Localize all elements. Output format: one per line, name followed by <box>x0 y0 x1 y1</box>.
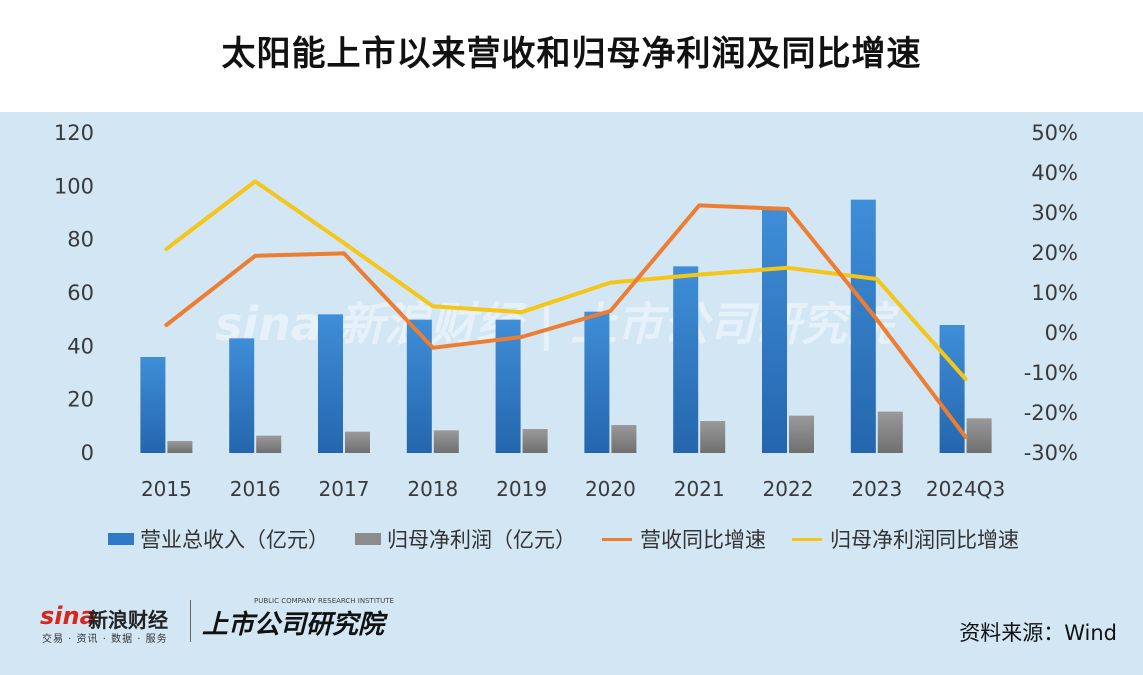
y-left-tick-label: 40 <box>67 334 94 358</box>
legend-item-profit: 归母净利润（亿元） <box>355 524 576 554</box>
profit-growth-line <box>164 179 968 381</box>
x-tick-label: 2023 <box>851 477 902 501</box>
legend-label-profit-growth: 归母净利润同比增速 <box>830 528 1019 552</box>
profit-bar <box>522 429 548 453</box>
x-tick-label: 2016 <box>230 477 281 501</box>
profit-bar <box>611 425 637 453</box>
legend-label-profit: 归母净利润（亿元） <box>387 528 576 552</box>
y-right-tick-label: 0% <box>1045 321 1078 345</box>
y-right-tick-label: -20% <box>1024 401 1078 425</box>
y-right-tick-label: -10% <box>1024 361 1078 385</box>
y-right-tick-label: 30% <box>1031 201 1078 225</box>
revenue-bar <box>318 314 343 453</box>
profit-bar <box>966 418 992 453</box>
profit-bar <box>877 411 903 453</box>
y-right-tick-label: 10% <box>1031 281 1078 305</box>
profit-bar <box>700 421 726 453</box>
x-tick-label: 2021 <box>674 477 725 501</box>
legend-line-profit-growth <box>792 537 822 541</box>
x-tick-label: 2018 <box>407 477 458 501</box>
profit-bar <box>789 415 814 453</box>
revenue-bar <box>495 319 521 453</box>
publisher-logo: sina 新浪财经 交易 · 资讯 · 数据 · 服务 PUBLIC COMPA… <box>40 596 400 646</box>
legend-swatch-profit <box>355 533 381 545</box>
revenue-bar <box>229 338 255 453</box>
revenue-bar <box>140 357 166 453</box>
title-bar: 太阳能上市以来营收和归母净利润及同比增速 <box>0 0 1143 112</box>
revenue-bar <box>406 319 432 453</box>
sina-logo-text: sina <box>40 602 96 630</box>
profit-bar <box>433 430 459 453</box>
legend-line-revenue-growth <box>602 537 632 541</box>
source-note: 资料来源：Wind <box>959 621 1117 645</box>
y-left-tick-label: 120 <box>54 121 94 145</box>
x-tick-label: 2015 <box>141 477 192 501</box>
institute-logo-en: PUBLIC COMPANY RESEARCH INSTITUTE <box>254 597 394 605</box>
legend-label-revenue: 营业总收入（亿元） <box>140 528 329 552</box>
sina-logo-subtitle: 交易 · 资讯 · 数据 · 服务 <box>42 634 168 645</box>
legend-swatch-revenue <box>108 533 134 545</box>
sina-logo-cn: 新浪财经 <box>88 608 168 632</box>
legend-item-revenue-growth: 营收同比增速 <box>602 524 766 554</box>
y-right-tick-label: -30% <box>1024 441 1078 465</box>
institute-logo: 上市公司研究院 <box>202 610 385 640</box>
y-right-tick-label: 50% <box>1031 121 1078 145</box>
profit-bar <box>167 441 193 453</box>
revenue-bar <box>584 311 610 453</box>
revenue-bar <box>762 207 787 453</box>
profit-bar <box>256 435 282 453</box>
y-right-tick-label: 40% <box>1031 161 1078 185</box>
x-tick-label: 2022 <box>763 477 814 501</box>
revenue-growth-line <box>164 203 968 439</box>
profit-bar <box>345 431 370 453</box>
x-tick-label: 2019 <box>496 477 547 501</box>
legend: 营业总收入（亿元） 归母净利润（亿元） 营收同比增速 归母净利润同比增速 <box>108 524 1045 554</box>
legend-item-revenue: 营业总收入（亿元） <box>108 524 329 554</box>
y-left-tick-label: 100 <box>54 174 94 198</box>
logo-divider <box>190 600 191 642</box>
y-left-tick-label: 80 <box>67 228 94 252</box>
y-left-tick-label: 20 <box>67 388 94 412</box>
x-tick-label: 2024Q3 <box>926 477 1005 501</box>
legend-label-revenue-growth: 营收同比增速 <box>640 528 766 552</box>
x-tick-label: 2017 <box>319 477 370 501</box>
legend-item-profit-growth: 归母净利润同比增速 <box>792 524 1019 554</box>
y-left-tick-label: 0 <box>81 441 94 465</box>
y-right-tick-label: 20% <box>1031 241 1078 265</box>
revenue-bar <box>850 199 876 453</box>
y-left-tick-label: 60 <box>67 281 94 305</box>
revenue-bar <box>673 266 699 453</box>
x-tick-label: 2020 <box>585 477 636 501</box>
chart-title: 太阳能上市以来营收和归母净利润及同比增速 <box>221 34 922 74</box>
